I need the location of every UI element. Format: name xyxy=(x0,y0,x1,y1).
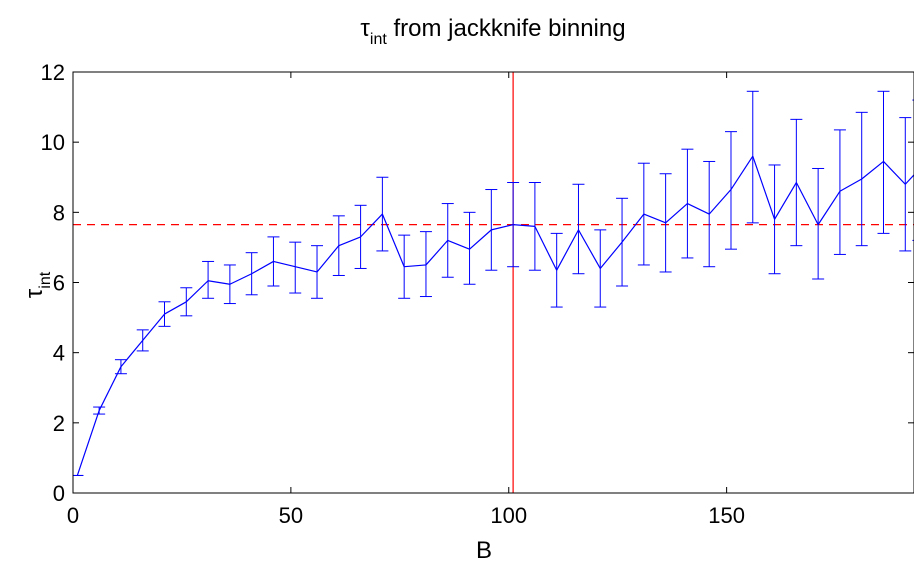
series-segment xyxy=(142,313,165,341)
y-tick-label: 2 xyxy=(53,411,65,436)
y-axis-label-symbol: τ xyxy=(21,288,48,298)
series-segment xyxy=(360,213,383,238)
chart-title: τint from jackknife binning xyxy=(360,15,625,48)
series-segment xyxy=(229,273,252,285)
series-segment xyxy=(839,178,863,192)
series-segment xyxy=(599,241,623,269)
series-segment xyxy=(425,240,449,266)
series-segment xyxy=(251,260,274,275)
y-tick-label: 4 xyxy=(53,341,65,366)
chart-title-text: from jackknife binning xyxy=(387,15,626,42)
y-tick-label: 12 xyxy=(41,60,65,85)
series-segment xyxy=(316,245,340,273)
series-segment xyxy=(817,190,841,225)
chart-title-symbol: τ xyxy=(360,15,370,42)
series-segment xyxy=(164,301,187,315)
series-segment xyxy=(381,213,405,267)
series-segment xyxy=(643,213,666,224)
x-tick-label: 50 xyxy=(279,503,303,528)
x-tick-label: 150 xyxy=(708,503,745,528)
series-segment xyxy=(469,229,492,250)
chart-title-subscript: int xyxy=(370,31,387,48)
series-segment xyxy=(774,182,797,220)
series-segment xyxy=(513,224,535,227)
series-segment xyxy=(861,160,884,180)
series-segment xyxy=(447,239,470,250)
y-tick-label: 6 xyxy=(53,271,65,296)
series-segment xyxy=(295,266,318,273)
series-segment xyxy=(730,155,754,190)
plot-area xyxy=(73,72,914,493)
series-segment xyxy=(207,280,230,285)
series-segment xyxy=(76,410,100,476)
series-segment xyxy=(904,174,914,185)
y-tick-label: 0 xyxy=(53,481,65,506)
y-axis-label-subscript: int xyxy=(37,271,54,288)
y-tick-label: 10 xyxy=(41,130,65,155)
series-segment xyxy=(752,156,776,220)
series-segment xyxy=(556,229,579,271)
series-segment xyxy=(621,213,645,243)
series-segment xyxy=(708,189,732,215)
y-axis-label: τint xyxy=(21,271,54,298)
series-segment xyxy=(404,264,427,268)
series-segment xyxy=(273,260,296,268)
series-segment xyxy=(534,226,558,271)
series-segment xyxy=(665,203,688,224)
axis-ticks: 0 50 100 150 0 2 4 6 8 10 12 xyxy=(41,60,914,528)
plot-frame xyxy=(72,71,914,494)
series-segment xyxy=(687,203,710,215)
series-segment xyxy=(120,340,144,368)
series-segment xyxy=(338,236,361,247)
series-segment xyxy=(98,366,122,411)
series-segment xyxy=(795,182,819,225)
x-tick-label: 0 xyxy=(67,503,79,528)
series-segment xyxy=(883,161,906,185)
series-segment xyxy=(577,229,601,269)
series-segment xyxy=(491,224,514,231)
x-tick-label: 100 xyxy=(490,503,527,528)
y-tick-label: 8 xyxy=(53,200,65,225)
x-axis-label: B xyxy=(476,537,492,562)
series-segment xyxy=(185,280,209,303)
